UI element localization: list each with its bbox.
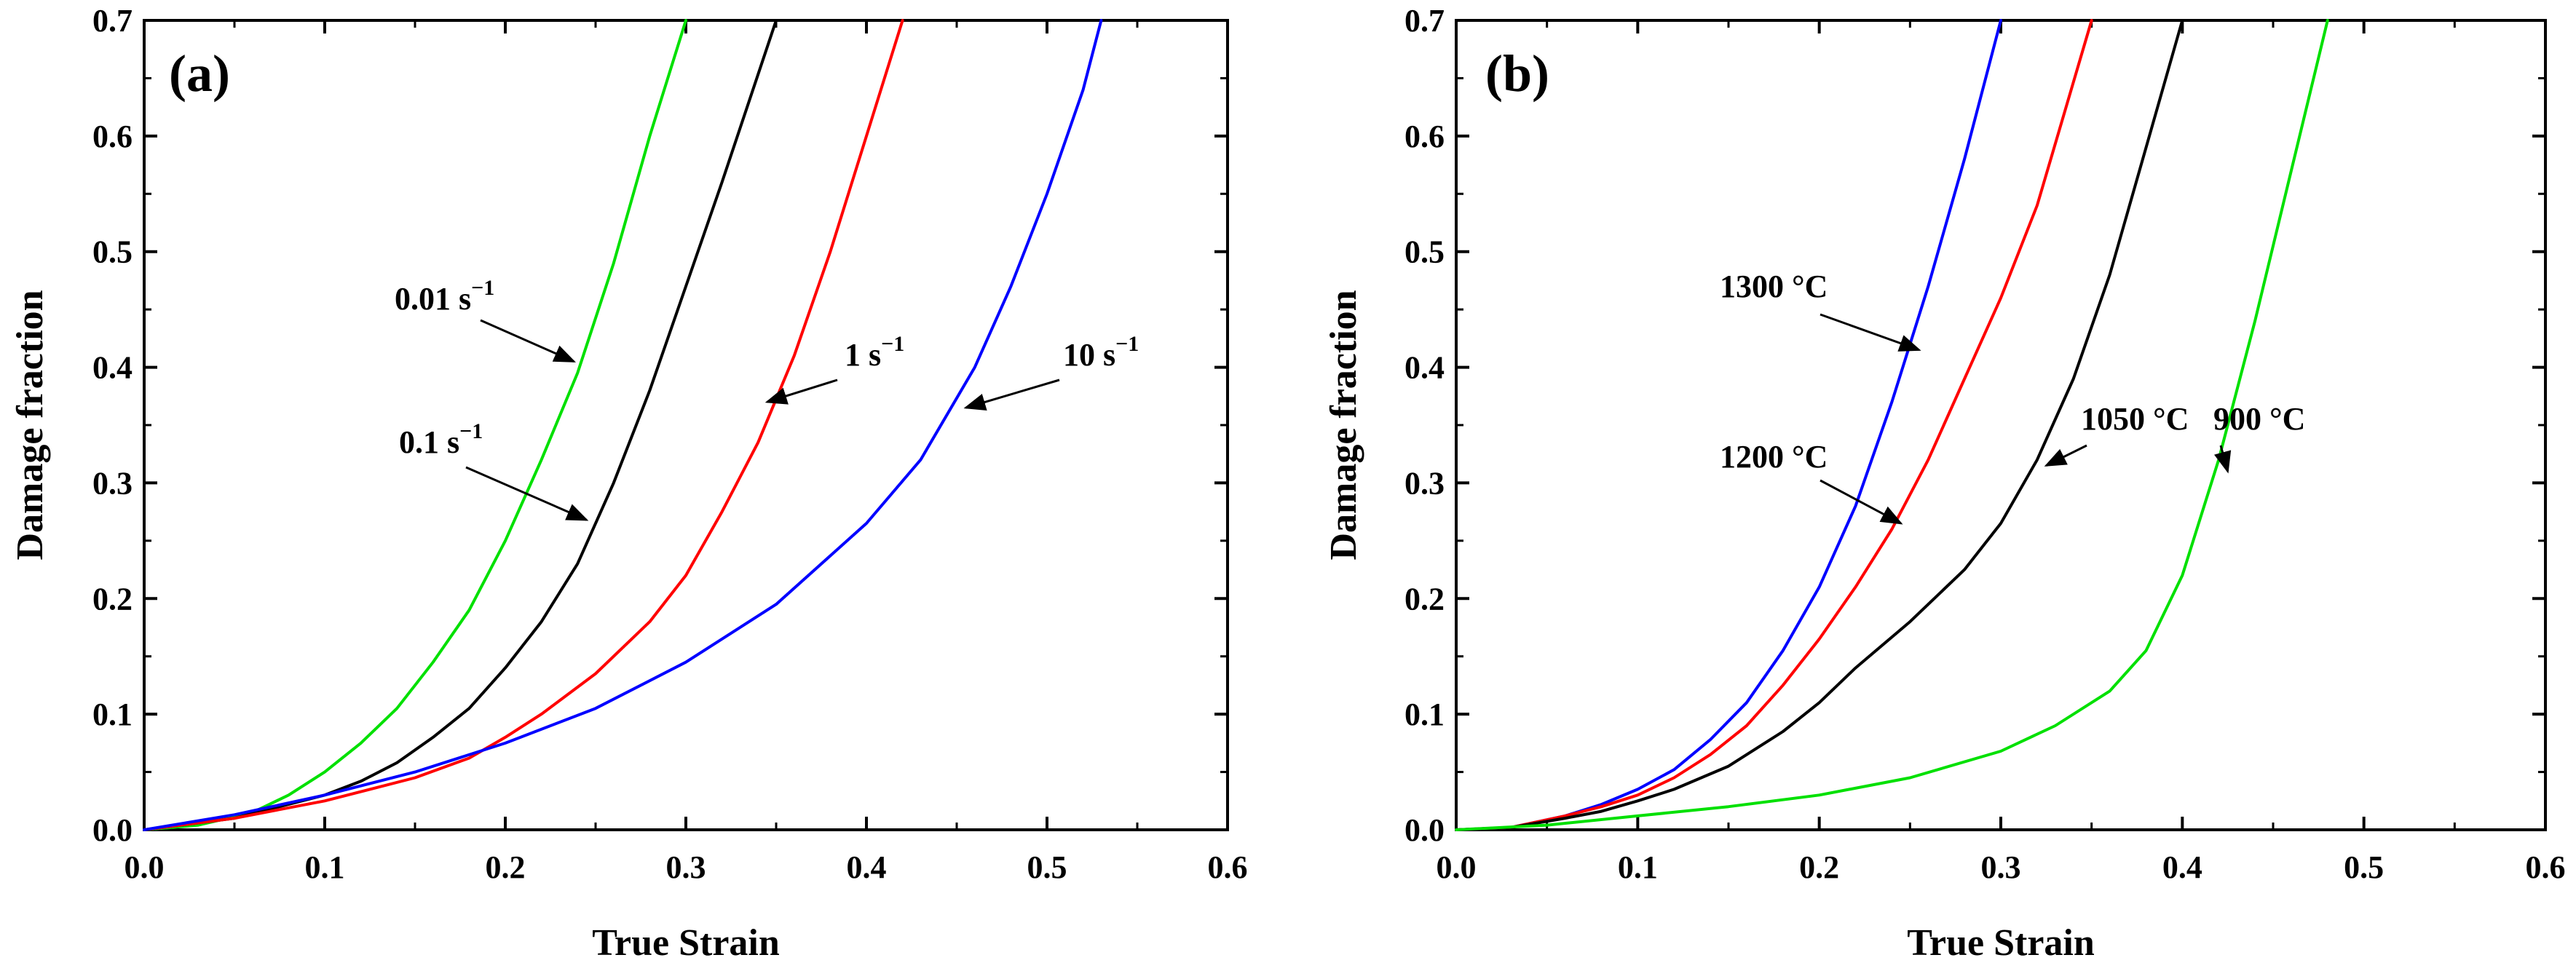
x-tick-label: 0.5 (1027, 849, 1067, 885)
annotation-layer: 1300 °C 1200 °C 1050 °C 900 °C (1720, 269, 2305, 525)
panel-label: (b) (1485, 44, 1549, 103)
annotation-arrow (2214, 445, 2232, 474)
x-tick-label: 0.5 (2344, 849, 2384, 885)
y-axis-ticks: 0.0 0.1 0.2 0.3 0.4 0.5 0.6 0.7 (92, 3, 1228, 848)
plot-frame (1455, 19, 2547, 831)
y-tick-label: 0.1 (1404, 697, 1445, 732)
annotation-label: 1 s−1 (845, 332, 904, 373)
annotation-label: 0.01 s−1 (395, 276, 494, 317)
y-tick-label: 0.5 (92, 234, 133, 270)
y-axis-title: Damage fraction (1323, 290, 1364, 560)
y-tick-label: 0.3 (1404, 465, 1445, 501)
annotation-label: 10 s−1 (1063, 332, 1139, 373)
y-tick-label: 0.0 (1404, 812, 1445, 848)
series-line (143, 19, 904, 831)
y-tick-label: 0.7 (92, 3, 133, 39)
annotation-label: 900 °C (2213, 401, 2305, 437)
y-axis-ticks: 0.0 0.1 0.2 0.3 0.4 0.5 0.6 0.7 (1404, 3, 2545, 848)
series-layer (1455, 19, 2329, 831)
x-tick-label: 0.0 (125, 849, 165, 885)
y-tick-label: 0.2 (1404, 581, 1445, 617)
x-tick-label: 0.4 (847, 849, 887, 885)
annotation-layer: 0.01 s−1 0.1 s−1 1 s−1 10 s−1 (395, 276, 1139, 521)
x-axis-title: True Strain (592, 922, 780, 963)
panel-a: 0.0 0.1 0.2 0.3 0.4 0.5 0.6 0.7 0.0 0.1 0.2 0.3 0.4… (9, 3, 1248, 963)
x-tick-label: 0.4 (2162, 849, 2202, 885)
panel-b: 0.0 0.1 0.2 0.3 0.4 0.5 0.6 0.7 0.0 0.1 0.2 0.3 0.4… (1323, 3, 2566, 963)
x-tick-label: 0.1 (305, 849, 345, 885)
annotation-arrow (465, 466, 589, 521)
series-line (143, 19, 778, 831)
y-tick-label: 0.0 (92, 812, 133, 848)
x-axis-ticks: 0.0 0.1 0.2 0.3 0.4 0.5 0.6 (125, 20, 1248, 885)
annotation-label: 1200 °C (1720, 439, 1828, 475)
annotation-label: 1050 °C (2081, 401, 2189, 437)
y-tick-label: 0.6 (1404, 119, 1445, 154)
series-line (143, 19, 1103, 831)
x-tick-label: 0.0 (1437, 849, 1477, 885)
annotation-arrow (1820, 313, 1921, 352)
y-tick-label: 0.1 (92, 697, 133, 732)
y-axis-title: Damage fraction (9, 290, 51, 560)
series-line (1455, 19, 2093, 831)
y-tick-label: 0.3 (92, 465, 133, 501)
y-tick-label: 0.2 (92, 581, 133, 617)
series-layer (143, 19, 1103, 831)
x-tick-label: 0.3 (1981, 849, 2021, 885)
panel-label: (a) (169, 44, 230, 103)
y-tick-label: 0.4 (92, 350, 133, 386)
annotation-arrow (963, 379, 1060, 411)
annotation-arrow (480, 319, 576, 363)
annotation-arrow (764, 379, 838, 405)
annotation-label: 0.1 s−1 (399, 419, 483, 460)
x-tick-label: 0.1 (1618, 849, 1658, 885)
annotation-arrow (1820, 479, 1903, 525)
x-tick-label: 0.3 (666, 849, 706, 885)
y-tick-label: 0.7 (1404, 3, 1445, 39)
series-line (1455, 19, 2184, 831)
annotation-label: 1300 °C (1720, 269, 1828, 304)
x-tick-label: 0.6 (2526, 849, 2566, 885)
series-line (1455, 19, 2002, 831)
y-tick-label: 0.5 (1404, 234, 1445, 270)
x-tick-label: 0.2 (1799, 849, 1839, 885)
x-axis-ticks: 0.0 0.1 0.2 0.3 0.4 0.5 0.6 (1437, 20, 2566, 885)
series-line (143, 19, 687, 831)
y-tick-label: 0.6 (92, 119, 133, 154)
annotation-arrow (2044, 444, 2087, 467)
y-tick-label: 0.4 (1404, 350, 1445, 386)
series-line (1455, 19, 2329, 831)
x-axis-title: True Strain (1907, 922, 2095, 963)
x-tick-label: 0.2 (486, 849, 526, 885)
x-tick-label: 0.6 (1208, 849, 1248, 885)
